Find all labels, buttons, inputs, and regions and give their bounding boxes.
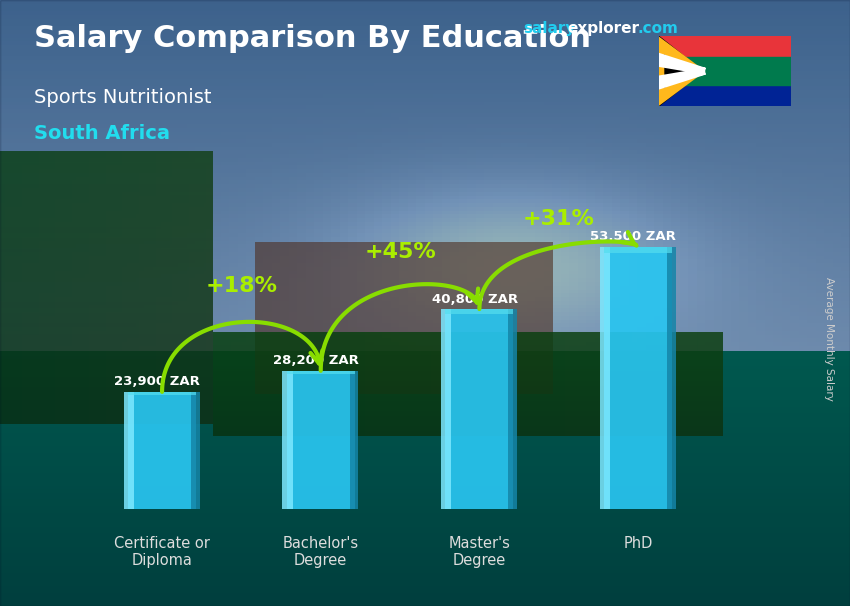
- Bar: [128, 392, 196, 395]
- Bar: [659, 83, 790, 106]
- Bar: [599, 247, 610, 509]
- Text: PhD: PhD: [623, 536, 653, 551]
- Text: 23,900 ZAR: 23,900 ZAR: [115, 376, 201, 388]
- Text: +18%: +18%: [206, 276, 277, 296]
- Bar: [667, 247, 676, 509]
- Text: Sports Nutritionist: Sports Nutritionist: [34, 88, 212, 107]
- Bar: [604, 247, 672, 253]
- Polygon shape: [659, 36, 703, 106]
- Bar: [445, 309, 513, 314]
- Bar: [441, 309, 451, 509]
- Text: Average Monthly Salary: Average Monthly Salary: [824, 278, 834, 401]
- Bar: [445, 309, 513, 509]
- Bar: [191, 392, 200, 509]
- Bar: [128, 392, 196, 509]
- Text: Certificate or
Diploma: Certificate or Diploma: [114, 536, 210, 568]
- Text: Salary Comparison By Education: Salary Comparison By Education: [34, 24, 591, 53]
- Text: +45%: +45%: [364, 242, 436, 262]
- Bar: [123, 392, 134, 509]
- Bar: [659, 58, 790, 85]
- Bar: [282, 371, 292, 509]
- Text: Bachelor's
Degree: Bachelor's Degree: [283, 536, 359, 568]
- Text: .com: .com: [638, 21, 678, 36]
- Text: +31%: +31%: [523, 209, 595, 229]
- Bar: [286, 371, 354, 509]
- Bar: [286, 371, 354, 375]
- Bar: [508, 309, 517, 509]
- Text: 40,800 ZAR: 40,800 ZAR: [432, 293, 518, 305]
- Text: explorer: explorer: [568, 21, 640, 36]
- Text: 53,500 ZAR: 53,500 ZAR: [591, 230, 677, 244]
- Text: South Africa: South Africa: [34, 124, 170, 143]
- Text: salary: salary: [523, 21, 575, 36]
- Bar: [604, 247, 672, 509]
- Text: Master's
Degree: Master's Degree: [449, 536, 510, 568]
- Bar: [349, 371, 358, 509]
- Text: 28,200 ZAR: 28,200 ZAR: [273, 355, 359, 367]
- Bar: [659, 36, 790, 59]
